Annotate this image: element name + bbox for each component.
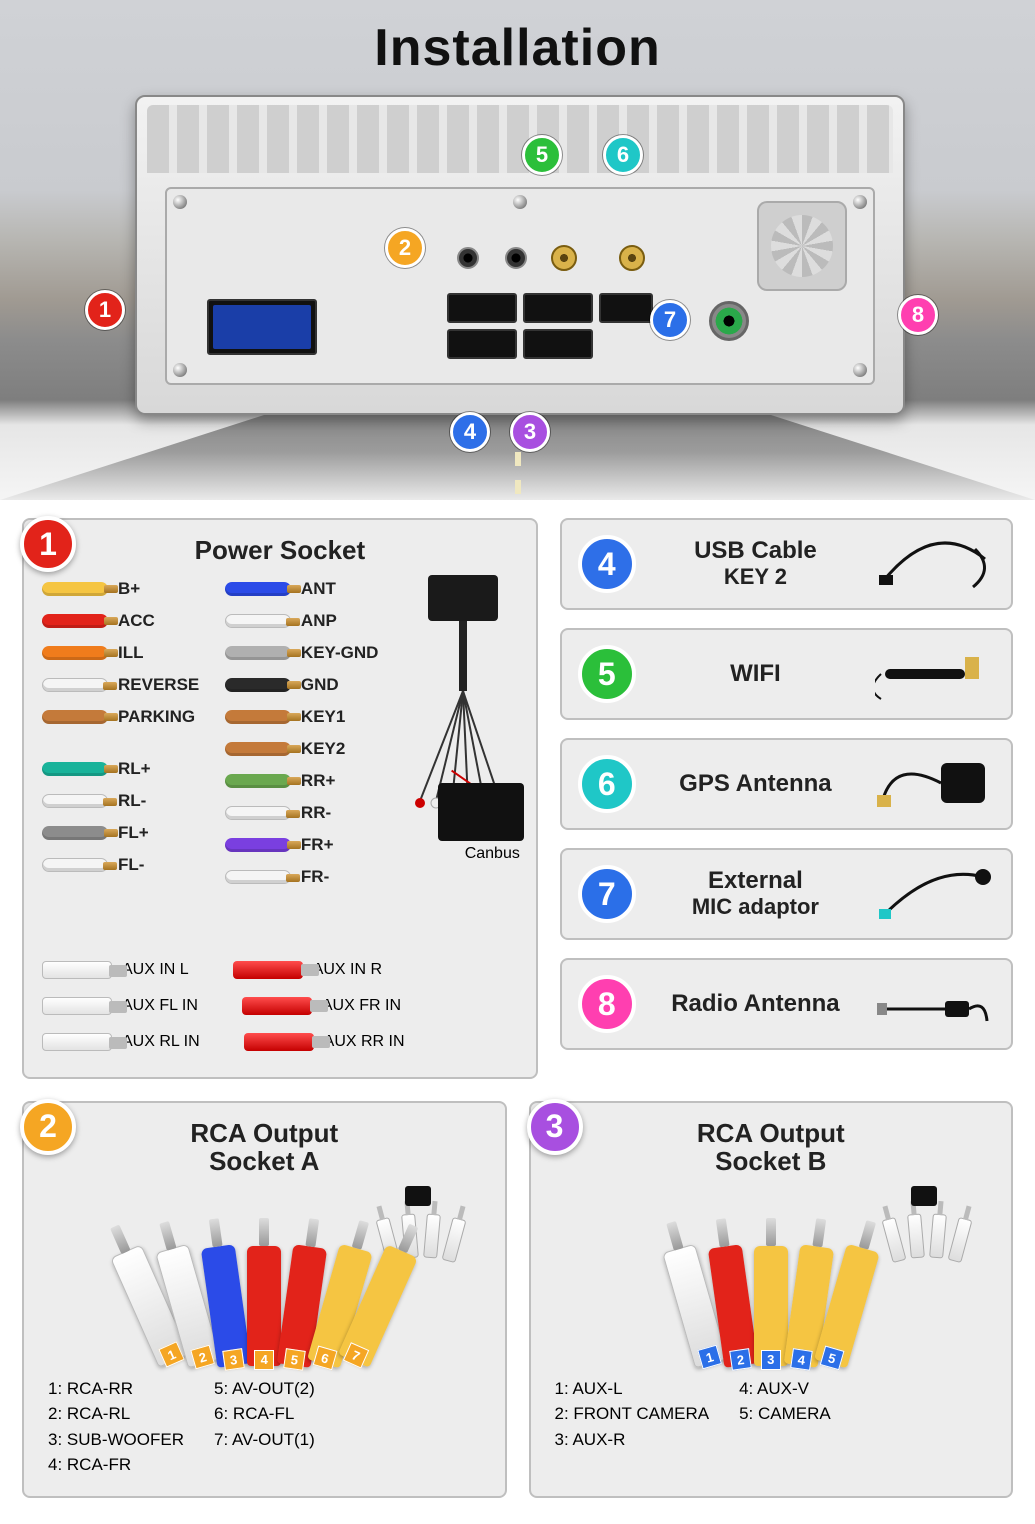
port-7 xyxy=(599,293,653,323)
wire-row: ILL xyxy=(42,639,215,667)
wire-row: KEY1 xyxy=(225,703,398,731)
sma-wifi xyxy=(551,245,577,271)
wire-row: RL+ xyxy=(42,755,215,783)
fan-icon xyxy=(757,201,847,291)
radio-icon xyxy=(875,969,995,1039)
callout-5: 5 xyxy=(522,135,562,175)
wire-row: GND xyxy=(225,671,398,699)
wifi-icon xyxy=(875,639,995,709)
wire-row: RR- xyxy=(225,799,398,827)
port-2b xyxy=(523,293,593,323)
callout-lines xyxy=(0,0,300,150)
rca-plug: 4 xyxy=(247,1246,281,1366)
aux-row: AUX FL INAUX FR IN xyxy=(42,989,518,1023)
card-socket-a: 2 RCA Output Socket A 1234567 1: RCA-RR2… xyxy=(22,1101,507,1498)
wire-row: ANP xyxy=(225,607,398,635)
callout-7: 7 xyxy=(650,300,690,340)
badge-3: 3 xyxy=(527,1099,583,1155)
card-title: RCA Output Socket A xyxy=(42,1119,487,1176)
gps-icon xyxy=(875,749,995,819)
port-2a xyxy=(447,293,517,323)
wire-row: B+ xyxy=(42,575,215,603)
wire-list-left: B+ ACC ILL REVERSE PARKING RL+ RL- FL+ FL- xyxy=(42,575,215,895)
wire-row: REVERSE xyxy=(42,671,215,699)
aux-row: AUX IN LAUX IN R xyxy=(42,953,518,987)
card-title: RCA Output Socket B xyxy=(549,1119,994,1176)
aux-rca-list: AUX IN LAUX IN RAUX FL INAUX FR INAUX RL… xyxy=(42,953,518,1059)
stack-item-4: 4USB CableKEY 2 xyxy=(560,518,1013,610)
details-grid: 1 Power Socket B+ ACC ILL REVERSE PARKING RL+… xyxy=(0,500,1035,1524)
badge-4: 4 xyxy=(578,535,636,593)
rca-fan-b: 12345 xyxy=(549,1186,994,1366)
wire-row: PARKING xyxy=(42,703,215,731)
installation-infographic: Installation xyxy=(0,0,1035,1524)
wire-row: ACC xyxy=(42,607,215,635)
socket-b-list: 1: AUX-L2: FRONT CAMERA3: AUX-R 4: AUX-V5… xyxy=(549,1372,994,1453)
stack-item-5: 5WIFI xyxy=(560,628,1013,720)
card-socket-b: 3 RCA Output Socket B 12345 1: AUX-L2: F… xyxy=(529,1101,1014,1498)
port-antenna xyxy=(709,301,749,341)
badge-7: 7 xyxy=(578,865,636,923)
jack-dtv xyxy=(457,247,479,269)
callout-1: 1 xyxy=(85,290,125,330)
rca-plug: 3 xyxy=(754,1246,788,1366)
sma-gps xyxy=(619,245,645,271)
callout-6: 6 xyxy=(603,135,643,175)
callout-4: 4 xyxy=(450,412,490,452)
wire-row: KEY2 xyxy=(225,735,398,763)
wire-row: FR- xyxy=(225,863,398,891)
socket-list-item: 4: RCA-FR xyxy=(48,1452,184,1478)
badge-5: 5 xyxy=(578,645,636,703)
card-power-socket: 1 Power Socket B+ ACC ILL REVERSE PARKING RL+… xyxy=(22,518,538,1079)
mic-icon xyxy=(875,859,995,929)
socket-list-item: 4: AUX-V xyxy=(739,1376,831,1402)
callout-2: 2 xyxy=(385,228,425,268)
socket-list-item: 2: FRONT CAMERA xyxy=(555,1401,710,1427)
stack-item-7: 7ExternalMIC adaptor xyxy=(560,848,1013,940)
jack-aux xyxy=(505,247,527,269)
socket-list-item: 2: RCA-RL xyxy=(48,1401,184,1427)
wire-row: FL- xyxy=(42,851,215,879)
card-title: Power Socket xyxy=(42,536,518,565)
socket-list-item: 1: AUX-L xyxy=(555,1376,710,1402)
wire-row: ANT xyxy=(225,575,398,603)
rear-panel xyxy=(165,187,875,385)
socket-list-item: 3: AUX-R xyxy=(555,1427,710,1453)
wire-row: FL+ xyxy=(42,819,215,847)
rca-fan-a: 1234567 xyxy=(42,1186,487,1366)
badge-6: 6 xyxy=(578,755,636,813)
socket-list-item: 5: CAMERA xyxy=(739,1401,831,1427)
port-power xyxy=(207,299,317,355)
wire-row: KEY-GND xyxy=(225,639,398,667)
wire-row: RL- xyxy=(42,787,215,815)
socket-list-item: 1: RCA-RR xyxy=(48,1376,184,1402)
accessory-stack: 4USB CableKEY 2 5WIFI 6GPS Antenna 7Externa… xyxy=(560,518,1013,1079)
hero-panel: Installation xyxy=(0,0,1035,500)
callout-8: 8 xyxy=(898,295,938,335)
stack-item-8: 8Radio Antenna xyxy=(560,958,1013,1050)
socket-list-item: 3: SUB-WOOFER xyxy=(48,1427,184,1453)
badge-2: 2 xyxy=(20,1099,76,1155)
port-4 xyxy=(447,329,517,359)
wire-list-right: ANT ANP KEY-GND GND KEY1 KEY2 RR+ RR- FR+ FR- xyxy=(225,575,398,895)
wire-row: RR+ xyxy=(225,767,398,795)
canbus-label: Canbus xyxy=(465,845,520,863)
socket-a-list: 1: RCA-RR2: RCA-RL3: SUB-WOOFER4: RCA-FR… xyxy=(42,1372,487,1478)
callout-3: 3 xyxy=(510,412,550,452)
harness-graphic: Canbus xyxy=(408,575,518,895)
aux-row: AUX RL INAUX RR IN xyxy=(42,1025,518,1059)
usb-icon xyxy=(875,529,995,599)
wire-row xyxy=(42,735,215,751)
canbus-box xyxy=(438,783,524,841)
socket-list-item: 6: RCA-FL xyxy=(214,1401,315,1427)
stack-item-6: 6GPS Antenna xyxy=(560,738,1013,830)
wire-row: FR+ xyxy=(225,831,398,859)
badge-1: 1 xyxy=(20,516,76,572)
badge-8: 8 xyxy=(578,975,636,1033)
port-3 xyxy=(523,329,593,359)
socket-list-item: 7: AV-OUT(1) xyxy=(214,1427,315,1453)
socket-list-item: 5: AV-OUT(2) xyxy=(214,1376,315,1402)
